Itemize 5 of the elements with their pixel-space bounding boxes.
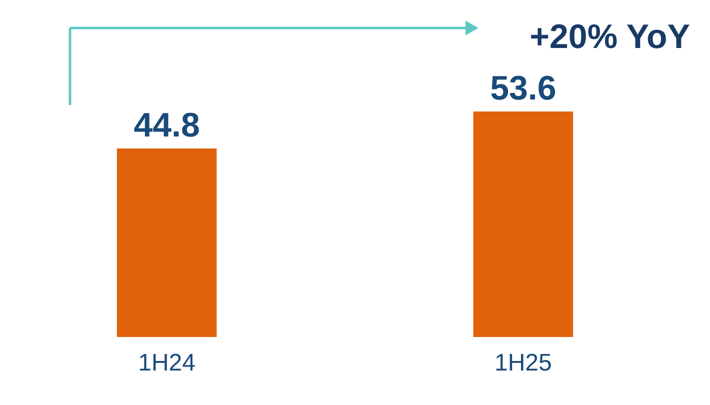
text: +20% YoY (530, 18, 690, 56)
data-label: 53.6 (490, 69, 556, 108)
x-tick-label: 1H25 (494, 350, 552, 376)
x-tick-label: 1H24 (138, 350, 196, 376)
data-label: 44.8 (134, 106, 200, 145)
